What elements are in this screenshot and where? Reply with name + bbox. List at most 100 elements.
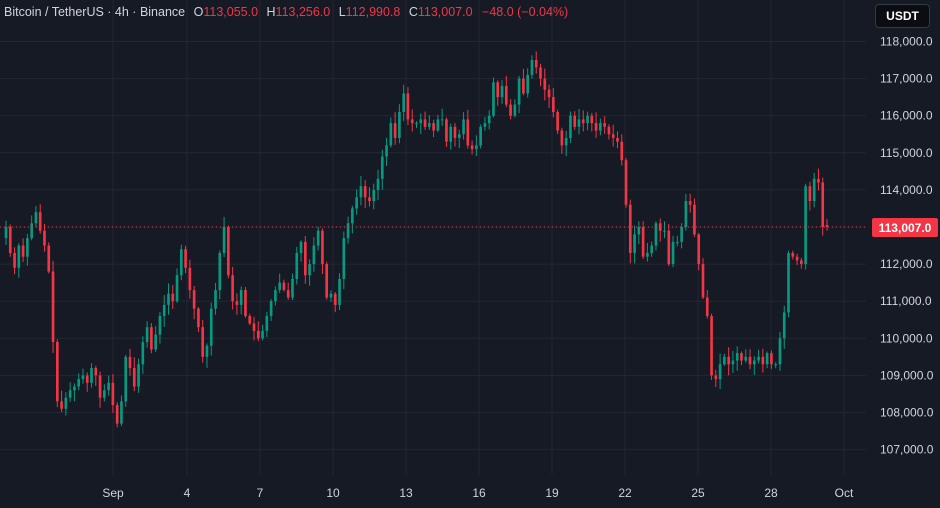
candle-body[interactable]: [543, 78, 547, 90]
candle-body[interactable]: [633, 234, 636, 253]
candle-body[interactable]: [124, 356, 128, 402]
candle-body[interactable]: [752, 360, 756, 365]
candle-body[interactable]: [637, 227, 641, 235]
candle-body[interactable]: [389, 123, 393, 146]
candle-body[interactable]: [475, 145, 478, 150]
candle-body[interactable]: [817, 178, 820, 183]
candle-body[interactable]: [530, 60, 534, 75]
candle-body[interactable]: [239, 290, 243, 305]
candle-body[interactable]: [731, 360, 735, 365]
candle-body[interactable]: [261, 330, 264, 339]
candle-body[interactable]: [599, 123, 602, 131]
candle-body[interactable]: [372, 189, 376, 202]
candle-body[interactable]: [560, 130, 564, 146]
candle-body[interactable]: [547, 89, 551, 98]
candle-body[interactable]: [141, 342, 145, 365]
candle-body[interactable]: [710, 316, 713, 376]
candle-body[interactable]: [778, 338, 782, 365]
candle-body[interactable]: [440, 119, 444, 121]
candle-body[interactable]: [278, 282, 281, 291]
candle-body[interactable]: [504, 86, 508, 105]
candle-body[interactable]: [586, 115, 589, 124]
candle-body[interactable]: [85, 375, 89, 383]
candle-body[interactable]: [693, 204, 696, 235]
candle-body[interactable]: [184, 249, 187, 268]
candle-body[interactable]: [316, 230, 320, 246]
candle-body[interactable]: [43, 230, 46, 246]
candle-body[interactable]: [51, 271, 55, 343]
candle-body[interactable]: [47, 245, 51, 272]
candle-body[interactable]: [800, 260, 803, 265]
candle-body[interactable]: [787, 252, 790, 313]
candle-body[interactable]: [363, 186, 367, 198]
candle-body[interactable]: [132, 367, 136, 387]
candle-body[interactable]: [68, 390, 72, 398]
candle-body[interactable]: [30, 223, 33, 239]
candle-body[interactable]: [21, 245, 25, 257]
candle-body[interactable]: [376, 178, 380, 190]
candle-body[interactable]: [145, 327, 149, 343]
candle-body[interactable]: [359, 186, 363, 198]
candle-body[interactable]: [201, 327, 205, 357]
candle-body[interactable]: [748, 356, 752, 365]
candle-body[interactable]: [509, 104, 512, 116]
candle-body[interactable]: [214, 290, 217, 309]
candle-body[interactable]: [457, 134, 461, 138]
candle-body[interactable]: [496, 82, 500, 98]
candle-body[interactable]: [351, 208, 354, 224]
candle-body[interactable]: [552, 97, 555, 112]
candle-body[interactable]: [590, 115, 594, 124]
candle-body[interactable]: [522, 78, 525, 94]
currency-button[interactable]: USDT: [875, 4, 930, 28]
candle-body[interactable]: [167, 293, 170, 305]
candle-body[interactable]: [385, 145, 388, 157]
candle-body[interactable]: [646, 252, 649, 257]
candle-body[interactable]: [705, 297, 709, 317]
candle-body[interactable]: [449, 126, 453, 142]
candle-body[interactable]: [654, 223, 658, 246]
candle-body[interactable]: [487, 115, 491, 124]
candle-body[interactable]: [479, 126, 482, 146]
candle-body[interactable]: [714, 375, 718, 380]
candle-body[interactable]: [64, 397, 68, 409]
candle-body[interactable]: [252, 323, 256, 331]
candle-body[interactable]: [73, 386, 76, 391]
candle-body[interactable]: [342, 238, 346, 279]
candle-body[interactable]: [676, 241, 679, 243]
candle-body[interactable]: [154, 334, 157, 350]
candle-body[interactable]: [312, 245, 316, 265]
candle-body[interactable]: [192, 290, 196, 309]
candle-body[interactable]: [26, 238, 29, 257]
candle-body[interactable]: [423, 119, 427, 127]
candle-body[interactable]: [812, 178, 816, 202]
candle-body[interactable]: [740, 353, 743, 361]
candle-body[interactable]: [701, 264, 705, 298]
candle-body[interactable]: [727, 356, 730, 365]
candle-body[interactable]: [111, 382, 115, 406]
candle-body[interactable]: [81, 375, 85, 380]
candle-body[interactable]: [77, 379, 81, 387]
candle-body[interactable]: [616, 137, 619, 142]
candle-body[interactable]: [735, 353, 739, 361]
candle-body[interactable]: [415, 123, 418, 125]
candle-body[interactable]: [38, 212, 42, 231]
candle-body[interactable]: [611, 134, 615, 138]
candle-body[interactable]: [410, 119, 414, 124]
candle-body[interactable]: [564, 137, 568, 146]
candle-body[interactable]: [231, 275, 234, 302]
candle-body[interactable]: [688, 201, 692, 205]
candle-body[interactable]: [517, 78, 521, 105]
candle-body[interactable]: [821, 182, 825, 227]
candle-body[interactable]: [107, 382, 110, 391]
candle-body[interactable]: [295, 252, 299, 279]
candle-body[interactable]: [222, 227, 226, 253]
candle-body[interactable]: [428, 123, 431, 127]
candle-body[interactable]: [34, 212, 38, 224]
candle-body[interactable]: [607, 126, 611, 135]
candle-body[interactable]: [782, 312, 786, 339]
candle-body[interactable]: [355, 197, 358, 209]
candle-body[interactable]: [8, 227, 12, 253]
candle-body[interactable]: [329, 293, 333, 298]
candle-body[interactable]: [274, 290, 277, 302]
candle-body[interactable]: [218, 252, 222, 291]
